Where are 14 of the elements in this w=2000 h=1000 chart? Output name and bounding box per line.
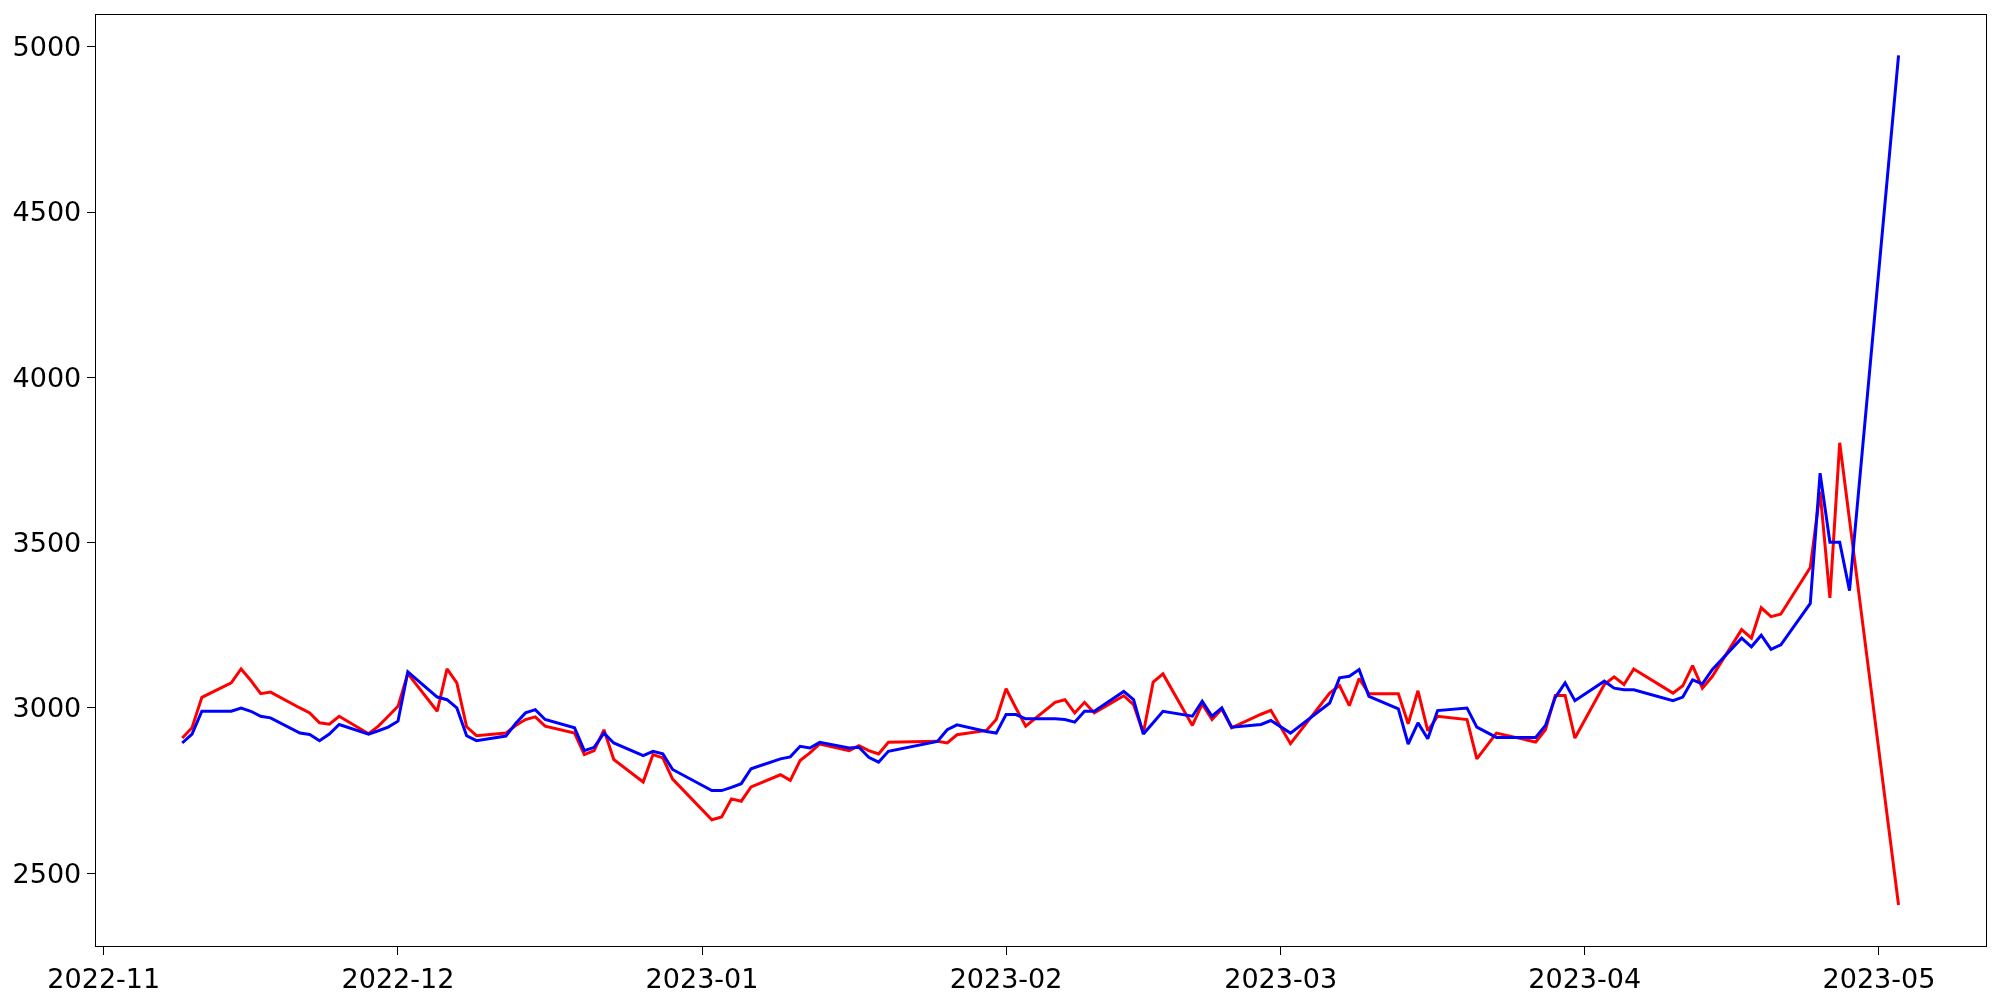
y-tick-label: 2500 [12,857,82,889]
x-tick-label: 2023-01 [645,962,759,994]
y-tick-label: 4000 [12,361,82,393]
x-tick-label: 2023-03 [1224,962,1338,994]
y-tick-label: 4500 [12,196,82,228]
y-tick-label: 3000 [12,692,82,724]
x-tick-label: 2023-05 [1822,962,1936,994]
x-tick-label: 2022-11 [47,962,161,994]
y-tick-label: 3500 [12,527,82,559]
y-tick-label: 5000 [12,31,82,63]
line-series [180,53,1901,793]
x-tick-label: 2022-12 [341,962,455,994]
x-tick-label: 2023-02 [949,962,1063,994]
x-tick-label: 2023-04 [1528,962,1642,994]
